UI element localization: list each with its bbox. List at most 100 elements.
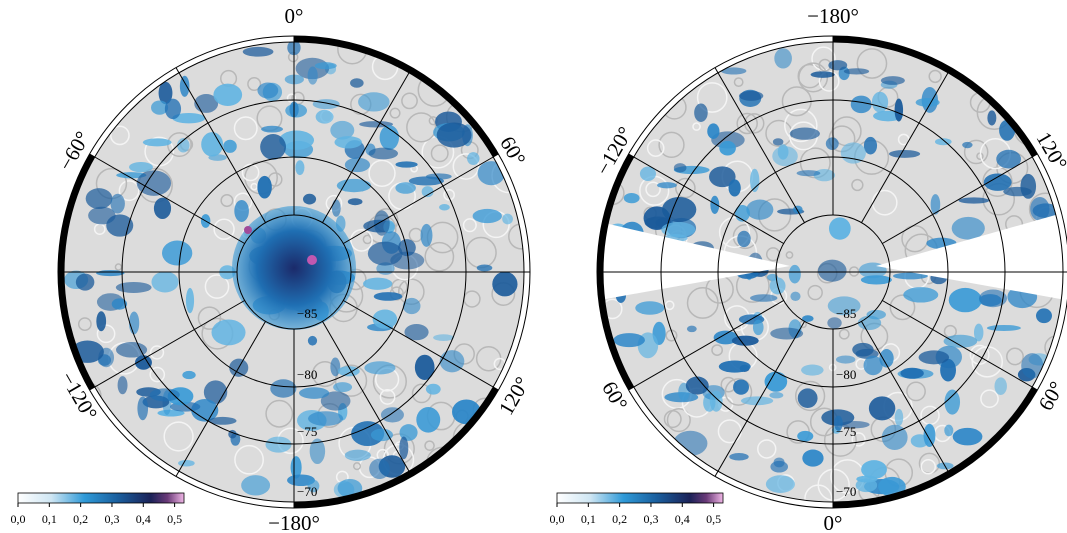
abundance-patch	[863, 355, 883, 376]
abundance-patch	[151, 100, 169, 115]
abundance-patch	[718, 360, 751, 373]
terrain-crater	[971, 346, 1004, 378]
abundance-patch	[834, 415, 843, 431]
abundance-patch	[828, 60, 848, 71]
terrain-crater	[490, 42, 520, 69]
abundance-patch	[694, 103, 708, 122]
abundance-patch	[439, 350, 465, 373]
terrain-crater	[234, 444, 264, 475]
terrain-crater	[429, 484, 442, 497]
terrain-crater	[110, 125, 130, 146]
abundance-patch	[177, 138, 190, 153]
frame-band	[293, 36, 499, 158]
abundance-patch	[774, 48, 792, 69]
abundance-patch	[358, 92, 390, 112]
abundance-patch	[208, 416, 237, 425]
latitude-label: −70	[297, 484, 317, 499]
terrain-crater	[406, 112, 437, 143]
abundance-patch	[797, 430, 814, 442]
terrain-crater	[851, 432, 866, 447]
colorbar-tick-label: 0,3	[104, 512, 119, 526]
abundance-patch	[242, 46, 274, 57]
colorbar-tick-label: 0,0	[550, 512, 565, 526]
abundance-patch	[116, 342, 148, 358]
abundance-patch	[923, 423, 936, 447]
abundance-patch	[347, 198, 363, 206]
abundance-patch	[835, 355, 856, 364]
abundance-patch	[686, 325, 697, 333]
abundance-patch	[639, 166, 656, 181]
terrain-crater	[987, 448, 998, 459]
terrain-crater	[784, 108, 818, 143]
abundance-patch	[476, 264, 493, 272]
abundance-patch	[657, 182, 677, 189]
terrain-crater	[163, 421, 194, 452]
meridian	[322, 321, 413, 477]
abundance-patch	[312, 99, 340, 110]
abundance-patch	[1032, 203, 1059, 218]
terrain-crater	[644, 60, 680, 96]
abundance-patch	[350, 78, 364, 88]
terrain-crater	[368, 159, 396, 188]
abundance-patch	[903, 287, 939, 303]
colorbar-tick-label: 0,5	[706, 512, 721, 526]
meridian	[628, 300, 784, 391]
terrain-crater	[635, 462, 660, 487]
abundance-patch	[158, 81, 173, 105]
abundance-patch	[915, 97, 940, 107]
abundance-patch	[661, 222, 696, 238]
abundance-patch	[178, 459, 195, 467]
abundance-patch	[142, 138, 172, 147]
abundance-patch	[223, 139, 237, 153]
abundance-patch	[850, 95, 872, 114]
abundance-patch	[802, 449, 824, 467]
frame-band	[293, 386, 499, 508]
colorbar	[17, 492, 185, 504]
abundance-patch	[201, 132, 224, 157]
abundance-patch	[241, 475, 271, 496]
abundance-patch	[962, 141, 973, 149]
abundance-patch	[333, 382, 353, 393]
terrain-crater	[124, 56, 146, 77]
terrain-crater	[379, 389, 396, 405]
abundance-patch	[75, 273, 95, 291]
abundance-patch	[994, 377, 1007, 396]
abundance-patch	[863, 136, 878, 155]
abundance-patch	[433, 334, 454, 341]
terrain-crater	[603, 298, 623, 320]
abundance-patch	[871, 91, 889, 113]
abundance-patch	[96, 311, 107, 332]
terrain-crater	[675, 177, 696, 199]
terrain-crater	[757, 439, 777, 459]
meridian	[175, 67, 266, 223]
terrain-crater	[144, 45, 166, 67]
abundance-patch	[416, 406, 441, 433]
abundance-patch	[613, 333, 645, 348]
terrain-crater	[401, 92, 418, 110]
abundance-patch	[918, 350, 950, 365]
abundance-patch	[943, 334, 978, 348]
abundance-patch	[477, 161, 505, 186]
abundance-patch	[986, 324, 1021, 332]
terrain-crater	[389, 107, 401, 119]
terrain-crater	[785, 251, 794, 259]
latitude-label: −70	[836, 484, 856, 499]
terrain-crater	[86, 42, 112, 56]
abundance-patch	[769, 392, 784, 399]
abundance-patch	[750, 168, 760, 193]
terrain-crater	[498, 63, 509, 73]
longitude-label: 120°	[494, 373, 535, 420]
latitude-label: −80	[836, 367, 856, 382]
abundance-patch	[315, 109, 334, 124]
abundance-patch	[309, 438, 326, 465]
terrain-crater	[736, 112, 758, 135]
terrain-crater	[350, 228, 373, 252]
abundance-patch	[958, 197, 990, 204]
abundance-patch	[307, 335, 318, 346]
terrain-crater	[603, 114, 611, 124]
abundance-patch	[770, 460, 789, 473]
abundance-patch	[740, 396, 774, 406]
abundance-patch	[334, 136, 362, 149]
terrain-crater	[744, 113, 765, 134]
frame-band	[597, 154, 634, 390]
